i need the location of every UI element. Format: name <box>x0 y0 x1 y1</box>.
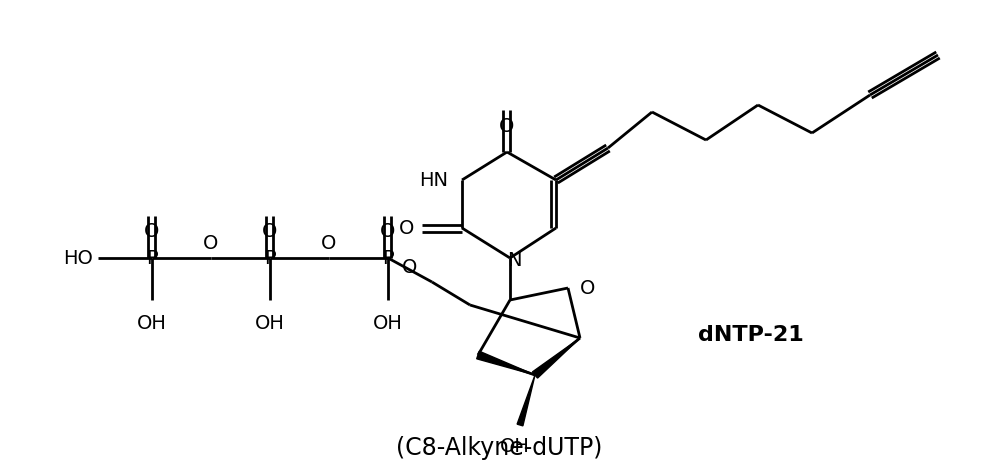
Text: O: O <box>262 222 277 241</box>
Text: OH: OH <box>500 437 530 456</box>
Text: P: P <box>382 248 394 268</box>
Text: O: O <box>380 222 395 241</box>
Text: O: O <box>402 258 418 277</box>
Text: O: O <box>580 278 596 297</box>
Text: O: O <box>499 117 515 136</box>
Text: O: O <box>398 219 414 238</box>
Text: OH: OH <box>373 314 403 333</box>
Polygon shape <box>533 338 580 378</box>
Text: HO: HO <box>63 248 93 268</box>
Text: P: P <box>264 248 275 268</box>
Text: dNTP-21: dNTP-21 <box>698 325 803 345</box>
Text: O: O <box>204 234 219 253</box>
Polygon shape <box>477 351 535 375</box>
Polygon shape <box>517 375 535 426</box>
Text: O: O <box>145 222 160 241</box>
Text: N: N <box>507 251 521 270</box>
Text: P: P <box>146 248 158 268</box>
Text: HN: HN <box>419 170 448 190</box>
Text: OH: OH <box>255 314 285 333</box>
Text: (C8-Alkyne-dUTP): (C8-Alkyne-dUTP) <box>396 436 602 460</box>
Text: O: O <box>321 234 336 253</box>
Text: OH: OH <box>137 314 167 333</box>
